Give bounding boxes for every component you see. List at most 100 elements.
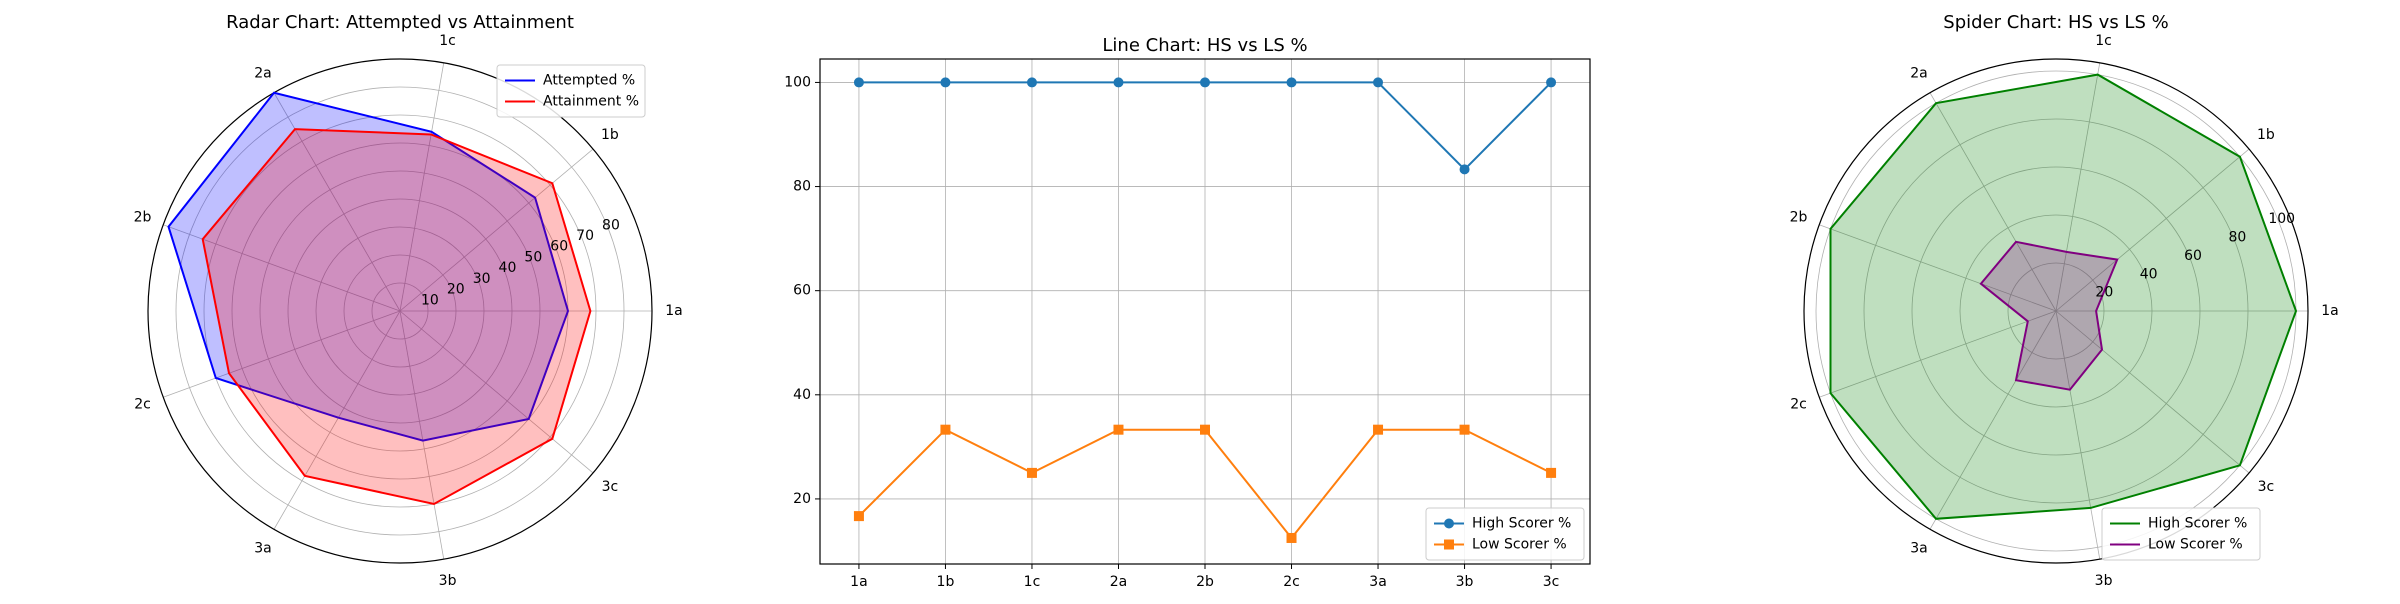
angular-tick-label: 1c <box>439 33 456 49</box>
polar-frame <box>147 58 653 564</box>
radial-tick-label: 50 <box>524 249 542 265</box>
data-point-0 <box>940 77 951 88</box>
data-point-1 <box>1026 467 1037 478</box>
legend-label-0: Attempted % <box>543 73 635 89</box>
data-point-1 <box>1459 424 1470 435</box>
x-tick-label: 3a <box>1369 574 1387 590</box>
y-tick-label: 40 <box>793 387 811 403</box>
radar-chart-0: Radar Chart: Attempted vs Attainment 1a 1b… <box>134 12 683 589</box>
angular-tick-label: 2c <box>1790 397 1807 413</box>
radial-tick-label: 20 <box>2095 285 2113 301</box>
data-point-1 <box>1286 532 1297 543</box>
series-area-1 <box>202 129 591 504</box>
angular-gridline <box>273 310 401 530</box>
radial-tick-label: 100 <box>2268 211 2295 227</box>
x-tick-label: 1a <box>850 574 868 590</box>
data-point-0 <box>1546 77 1557 88</box>
radial-tick-label: 80 <box>2228 230 2246 246</box>
radial-tick-label: 70 <box>576 228 594 244</box>
angular-tick-label: 2c <box>134 397 151 413</box>
angular-tick-label: 3c <box>602 479 619 495</box>
series-area-1 <box>1980 241 2118 390</box>
angular-tick-label: 2a <box>1910 66 1928 82</box>
angular-gridline <box>2055 310 2101 560</box>
data-point-1 <box>853 511 864 522</box>
x-tick-label: 3c <box>1543 574 1560 590</box>
y-tick-label: 60 <box>793 283 811 299</box>
line-chart-1: Line Chart: HS vs LS % 1a 1b 1c 2a 2b 2c 3a 3b 3c… <box>784 35 1591 590</box>
y-tick-label: 80 <box>793 179 811 195</box>
legend-marker-0 <box>1444 518 1454 529</box>
series-area-0 <box>1830 74 2296 519</box>
series-line-1 <box>1979 240 2119 391</box>
angular-tick-label: 3b <box>439 573 457 589</box>
legend-frame <box>1425 507 1585 561</box>
radial-tick-label: 60 <box>2184 248 2202 264</box>
angular-gridline <box>2055 310 2250 474</box>
data-point-0 <box>1200 77 1210 88</box>
angular-gridline <box>2055 148 2250 312</box>
chart-title: Line Chart: HS vs LS % <box>1102 35 1307 56</box>
legend-label-1: Low Scorer % <box>2148 537 2243 553</box>
angular-tick-label: 2b <box>134 209 152 225</box>
angular-tick-label: 3a <box>254 540 272 556</box>
angular-tick-label: 3b <box>2095 573 2113 589</box>
data-point-1 <box>1113 424 1124 435</box>
y-tick-label: 20 <box>793 491 811 507</box>
legend-marker-1 <box>1444 539 1454 550</box>
angular-gridline <box>1819 310 2057 398</box>
data-point-0 <box>853 77 864 88</box>
angular-tick-label: 1a <box>665 303 683 319</box>
angular-gridline <box>2055 62 2101 312</box>
data-point-1 <box>1373 424 1384 435</box>
angular-gridline <box>1929 310 2057 530</box>
series-line-0 <box>167 91 570 442</box>
data-point-0 <box>1373 77 1384 88</box>
angular-gridline <box>399 148 594 312</box>
angular-tick-label: 1c <box>2095 33 2112 49</box>
angular-gridline <box>163 310 401 398</box>
radial-tick-label: 40 <box>499 260 517 276</box>
legend-label-1: Low Scorer % <box>1472 537 1567 553</box>
series-line-0 <box>1829 73 2298 520</box>
radial-tick-label: 60 <box>550 239 568 255</box>
data-point-0 <box>1026 77 1037 88</box>
angular-gridline <box>1819 224 2057 312</box>
legend: High Scorer % Low Scorer % <box>2101 507 2261 561</box>
radial-tick-label: 20 <box>447 282 465 298</box>
angular-gridline <box>399 310 594 474</box>
legend-label-0: High Scorer % <box>2148 516 2247 532</box>
data-point-1 <box>1200 424 1210 435</box>
angular-tick-label: 1b <box>2257 127 2275 143</box>
angular-gridline <box>399 310 445 560</box>
x-tick-label: 2b <box>1196 574 1214 590</box>
radial-tick-label: 40 <box>2140 266 2158 282</box>
angular-tick-label: 2a <box>254 66 272 82</box>
x-tick-label: 2c <box>1283 574 1300 590</box>
angular-gridline <box>399 62 445 312</box>
series-line-1 <box>201 128 592 506</box>
radar-chart-2: Spider Chart: HS vs LS % 1a 1b 1c 2a 2b 2c 3a 3b… <box>1790 12 2339 589</box>
polar-frame <box>1803 58 2309 564</box>
legend-frame <box>496 64 646 118</box>
x-tick-label: 1c <box>1024 574 1041 590</box>
radial-tick-label: 80 <box>602 217 620 233</box>
series-area-0 <box>168 92 568 441</box>
radial-tick-label: 10 <box>421 292 439 308</box>
data-point-0 <box>1286 77 1297 88</box>
data-point-0 <box>1459 164 1470 175</box>
radial-tick-label: 30 <box>473 271 491 287</box>
legend-label-1: Attainment % <box>543 94 639 110</box>
angular-tick-label: 1b <box>601 127 619 143</box>
chart-title: Spider Chart: HS vs LS % <box>1943 12 2168 33</box>
x-tick-label: 2a <box>1110 574 1128 590</box>
angular-tick-label: 3c <box>2258 479 2275 495</box>
data-point-0 <box>1113 77 1124 88</box>
data-point-1 <box>1546 467 1557 478</box>
y-tick-label: 100 <box>784 74 811 90</box>
chart-title: Radar Chart: Attempted vs Attainment <box>226 12 574 33</box>
legend: Attempted % Attainment % <box>496 64 646 118</box>
legend-label-0: High Scorer % <box>1472 516 1571 532</box>
